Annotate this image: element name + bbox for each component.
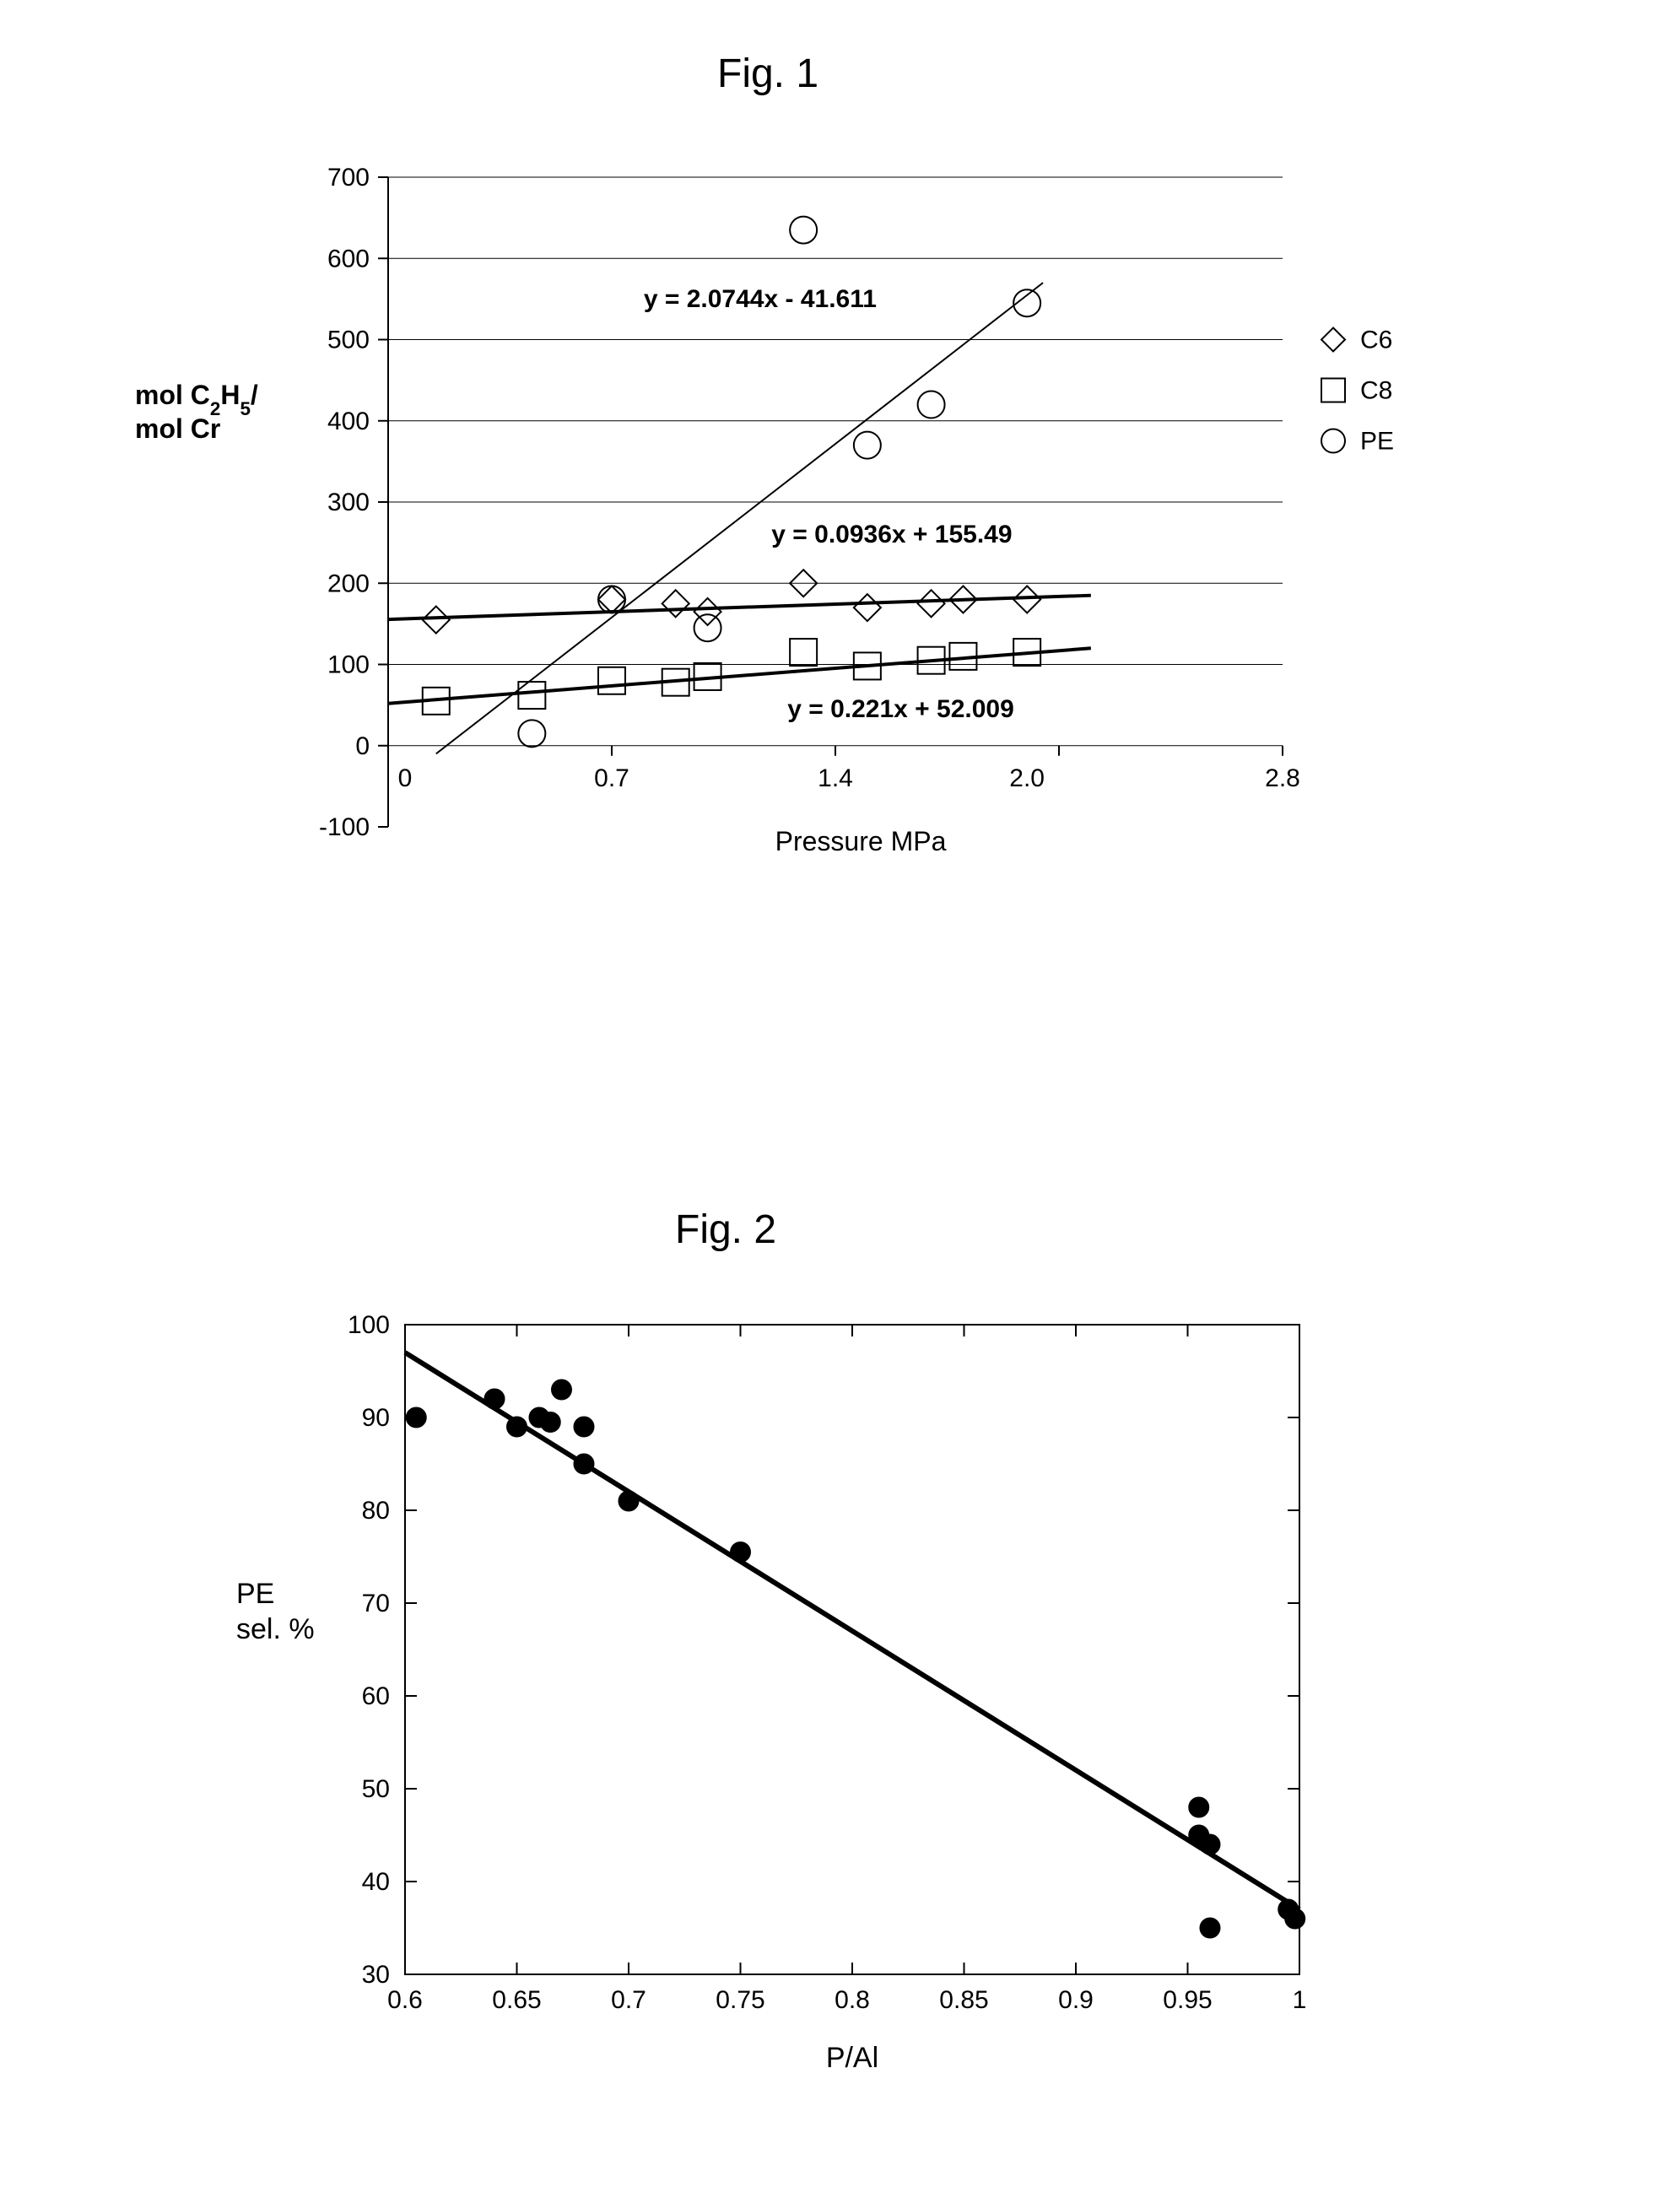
svg-text:100: 100 xyxy=(327,651,370,679)
svg-text:90: 90 xyxy=(362,1404,390,1432)
svg-text:400: 400 xyxy=(327,408,370,435)
svg-text:0.9: 0.9 xyxy=(1058,1986,1094,2014)
svg-text:-100: -100 xyxy=(319,813,370,841)
svg-text:0.8: 0.8 xyxy=(835,1986,870,2014)
svg-text:40: 40 xyxy=(362,1868,390,1896)
svg-text:60: 60 xyxy=(362,1682,390,1710)
svg-text:PE: PE xyxy=(1360,428,1394,456)
svg-text:0.6: 0.6 xyxy=(387,1986,423,2014)
fig2-chart: 30 40 50 60 70 80 90 100 0.6 0.65 0.7 0.75 0.8 0.85 0.… xyxy=(186,1291,1401,2092)
svg-text:C8: C8 xyxy=(1360,377,1392,405)
svg-text:1: 1 xyxy=(1293,1986,1307,2014)
fig2-title: Fig. 2 xyxy=(675,1207,776,1253)
svg-text:200: 200 xyxy=(327,570,370,597)
svg-text:0: 0 xyxy=(355,732,370,760)
svg-text:mol Cr: mol Cr xyxy=(135,413,220,444)
fig1-title: Fig. 1 xyxy=(717,51,818,97)
svg-text:y = 2.0744x - 41.611: y = 2.0744x - 41.611 xyxy=(644,285,877,313)
svg-text:0.65: 0.65 xyxy=(492,1986,541,2014)
svg-text:2.0: 2.0 xyxy=(1009,764,1045,792)
page-container: Fig. 1 -100 0 100 200 300 400 500 600 700 0 0.7 1.4… xyxy=(0,0,1680,2203)
svg-text:600: 600 xyxy=(327,245,370,273)
svg-text:0.7: 0.7 xyxy=(611,1986,646,2014)
svg-text:y = 0.221x + 52.009: y = 0.221x + 52.009 xyxy=(787,695,1014,723)
svg-text:PE: PE xyxy=(236,1578,274,1610)
svg-text:300: 300 xyxy=(327,489,370,516)
svg-text:700: 700 xyxy=(327,164,370,192)
svg-text:80: 80 xyxy=(362,1497,390,1525)
svg-text:Pressure MPa: Pressure MPa xyxy=(775,826,947,856)
svg-text:0.85: 0.85 xyxy=(939,1986,988,2014)
svg-text:0.7: 0.7 xyxy=(594,764,629,792)
svg-text:0.95: 0.95 xyxy=(1163,1986,1212,2014)
svg-text:30: 30 xyxy=(362,1961,390,1989)
svg-text:0.75: 0.75 xyxy=(716,1986,764,2014)
svg-text:y = 0.0936x + 155.49: y = 0.0936x + 155.49 xyxy=(771,521,1012,548)
svg-text:70: 70 xyxy=(362,1590,390,1617)
svg-text:sel. %: sel. % xyxy=(236,1613,315,1645)
fig1-chart: -100 0 100 200 300 400 500 600 700 0 0.7 1.4 2.8 2.0 P… xyxy=(101,143,1603,920)
svg-text:1.4: 1.4 xyxy=(818,764,853,792)
svg-text:2.8: 2.8 xyxy=(1265,764,1300,792)
svg-text:C6: C6 xyxy=(1360,327,1392,354)
svg-text:50: 50 xyxy=(362,1775,390,1803)
svg-text:500: 500 xyxy=(327,327,370,354)
svg-text:0: 0 xyxy=(398,764,413,792)
svg-text:100: 100 xyxy=(348,1311,390,1339)
svg-text:P/Al: P/Al xyxy=(826,2042,878,2074)
